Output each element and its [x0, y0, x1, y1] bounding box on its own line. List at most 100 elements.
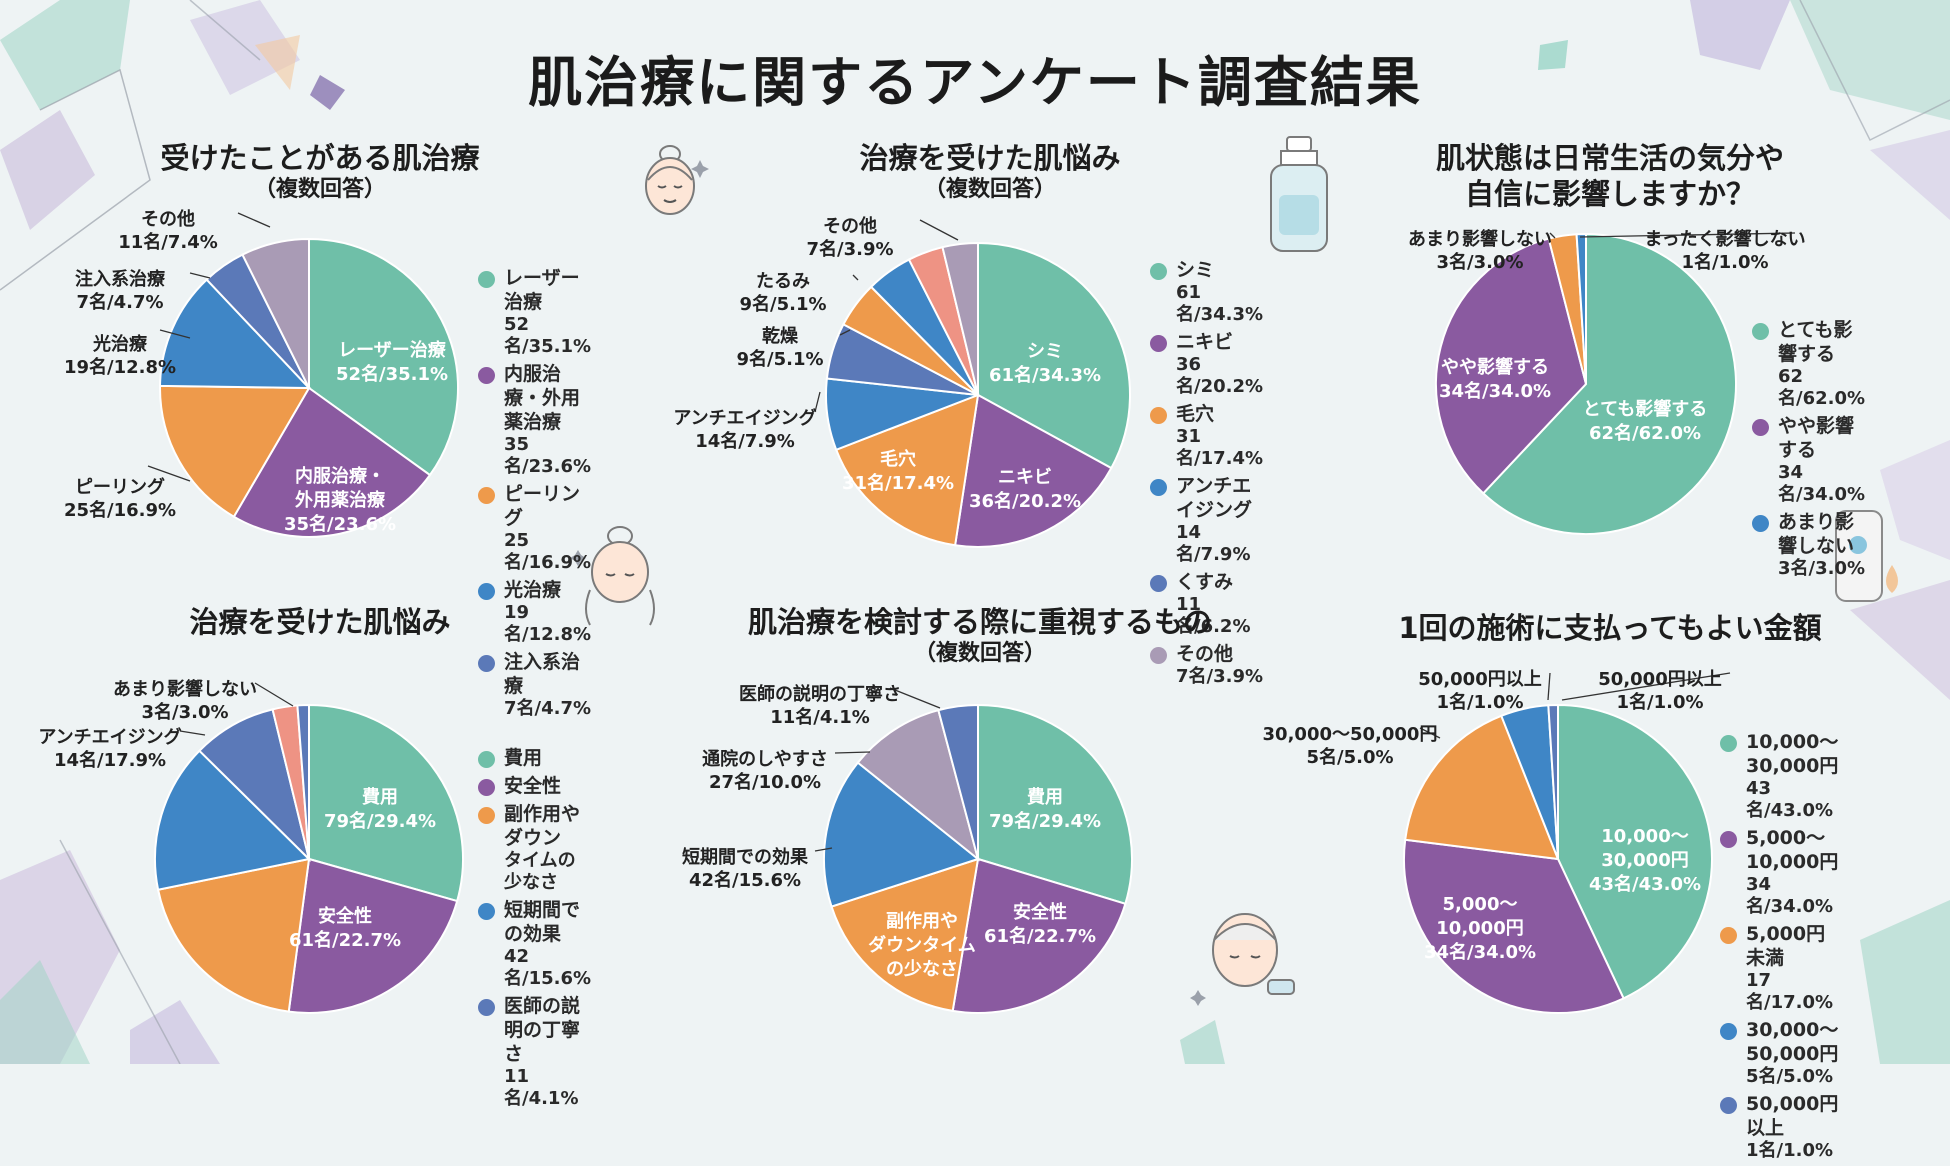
bg-shape [0, 0, 130, 110]
chart-legend: レーザー治療 52名/35.1% 内服治療・外用薬治療 35名/23.6% ピーリング 2… [478, 266, 591, 724]
legend-item: あまり影響しない 3名/3.0% [1752, 510, 1865, 580]
bg-shape [0, 110, 95, 230]
legend-swatch [1752, 515, 1769, 532]
legend-label: ピーリング [504, 483, 581, 529]
bg-line [59, 839, 181, 1064]
page-title: 肌治療に関するアンケート調査結果 [528, 51, 1422, 114]
bg-line [0, 68, 151, 291]
chart-legend: 費用 安全性 副作用やダウン タイムの少なさ 短期間での効果 42名/15.6% 医師の説明… [478, 746, 591, 1114]
bg-shape [130, 1000, 220, 1064]
legend-label: くすみ [1176, 571, 1234, 593]
legend-label: シミ [1176, 259, 1215, 281]
chart-subtitle: （複数回答） [253, 177, 386, 202]
bg-line [189, 0, 261, 61]
bg-shape [1850, 580, 1950, 700]
legend-label: 副作用やダウン [504, 803, 581, 849]
legend-swatch [1752, 419, 1769, 436]
legend-value: 43名/43.0% [1746, 778, 1834, 821]
legend-swatch [1720, 1023, 1737, 1040]
legend-value: 36名/20.2% [1176, 354, 1264, 397]
legend-item: 注入系治療 7名/4.7% [478, 650, 591, 720]
legend-swatch [1720, 1097, 1737, 1114]
chart-legend: シミ 61名/34.3% ニキビ 36名/20.2% 毛穴 31名/17.4% アンチエイジ… [1150, 258, 1263, 692]
legend-swatch [478, 487, 495, 504]
legend-value: 19名/12.8% [504, 602, 592, 645]
legend-value: 31名/17.4% [1176, 426, 1264, 469]
legend-item: レーザー治療 52名/35.1% [478, 266, 591, 358]
legend-value: 34名/34.0% [1746, 874, 1834, 917]
legend-value: 5名/5.0% [1746, 1066, 1834, 1087]
legend-item: アンチエイジング 14名/7.9% [1150, 474, 1263, 566]
legend-value: タイムの少なさ [504, 850, 576, 893]
bg-shape [1790, 0, 1950, 120]
legend-value: 7名/4.7% [504, 698, 592, 719]
chart-title: 1回の施術に支払ってもよい金額 [1360, 610, 1860, 646]
bg-shape [1870, 130, 1950, 220]
bg-shape [0, 960, 90, 1064]
legend-item: 医師の説明の丁寧さ 11名/4.1% [478, 994, 591, 1110]
legend-value: 61名/34.3% [1176, 282, 1264, 325]
chart-title-text: 1回の施術に支払ってもよい金額 [1398, 611, 1822, 645]
legend-value: 11名/4.1% [504, 1066, 579, 1109]
legend-label: 注入系治療 [504, 651, 581, 697]
legend-item: とても影響する 62名/62.0% [1752, 318, 1865, 410]
legend-value: 25名/16.9% [504, 530, 592, 573]
bg-shape [1690, 0, 1790, 70]
chart-title-text: 治療を受けた肌悩み [189, 605, 451, 639]
chart-subtitle: （複数回答） [923, 177, 1056, 202]
legend-swatch [1150, 263, 1167, 280]
legend-label: 光治療 [504, 579, 562, 601]
legend-value: 3名/3.0% [1778, 558, 1866, 579]
legend-label: とても影響する [1778, 319, 1853, 365]
legend-item: 内服治療・外用薬治療 35名/23.6% [478, 362, 591, 478]
legend-value: 7名/3.9% [1176, 666, 1264, 687]
legend-value: 14名/7.9% [1176, 522, 1251, 565]
legend-label: 毛穴 [1176, 403, 1215, 425]
legend-item: 5,000円未満 17名/17.0% [1720, 922, 1838, 1014]
chart-legend: 10,000〜30,000円 43名/43.0% 5,000〜10,000円 34名/… [1720, 730, 1838, 1166]
legend-item: 短期間での効果 42名/15.6% [478, 898, 591, 990]
legend-item: ピーリング 25名/16.9% [478, 482, 591, 574]
skincare-face-illustration-icon [1190, 913, 1295, 1006]
legend-item: 安全性 [478, 774, 591, 798]
legend-item: その他 7名/3.9% [1150, 642, 1263, 688]
legend-item: 30,000〜50,000円 5名/5.0% [1720, 1018, 1838, 1088]
bg-shape [1860, 900, 1950, 1064]
legend-swatch [1752, 323, 1769, 340]
legend-swatch [1720, 831, 1737, 848]
legend-item: 副作用やダウン タイムの少なさ [478, 802, 591, 894]
legend-label: 費用 [504, 747, 543, 769]
legend-item: 毛穴 31名/17.4% [1150, 402, 1263, 470]
bg-shape [1880, 440, 1950, 560]
legend-swatch [478, 903, 495, 920]
chart-title: 治療を受けた肌悩み [110, 604, 530, 640]
chart-title: 肌状態は日常生活の気分や 自信に影響しますか？ [1390, 140, 1830, 212]
chart-title-text: 受けたことがある肌治療 [160, 141, 480, 175]
legend-label: 10,000〜30,000円 [1746, 731, 1839, 777]
legend-item: ニキビ 36名/20.2% [1150, 330, 1263, 398]
legend-item: シミ 61名/34.3% [1150, 258, 1263, 326]
legend-value: 11名/6.2% [1176, 594, 1251, 637]
legend-label: ニキビ [1176, 331, 1234, 353]
legend-label: 5,000〜10,000円 [1746, 827, 1839, 873]
chart-title-line: 肌状態は日常生活の気分や [1435, 141, 1784, 175]
bg-shape [1538, 40, 1568, 70]
legend-swatch [1150, 647, 1167, 664]
face-wash-illustration-icon [570, 526, 655, 626]
legend-label: 短期間での効果 [504, 899, 581, 945]
legend-item: 費用 [478, 746, 591, 770]
legend-swatch [1720, 927, 1737, 944]
legend-value: 52名/35.1% [504, 314, 592, 357]
legend-swatch [478, 779, 495, 796]
legend-swatch [1150, 407, 1167, 424]
legend-swatch [478, 999, 495, 1016]
legend-label: あまり影響しない [1778, 511, 1855, 557]
lotion-bottle-icon [1270, 136, 1328, 252]
legend-swatch [478, 583, 495, 600]
legend-value: 42名/15.6% [504, 946, 592, 989]
legend-label: 5,000円未満 [1746, 923, 1826, 969]
chart-title-line: 自信に影響しますか？ [1464, 177, 1755, 211]
legend-item: 50,000円以上 1名/1.0% [1720, 1092, 1838, 1162]
legend-swatch [478, 271, 495, 288]
chart-title: 受けたことがある肌治療 （複数回答） [100, 140, 540, 204]
